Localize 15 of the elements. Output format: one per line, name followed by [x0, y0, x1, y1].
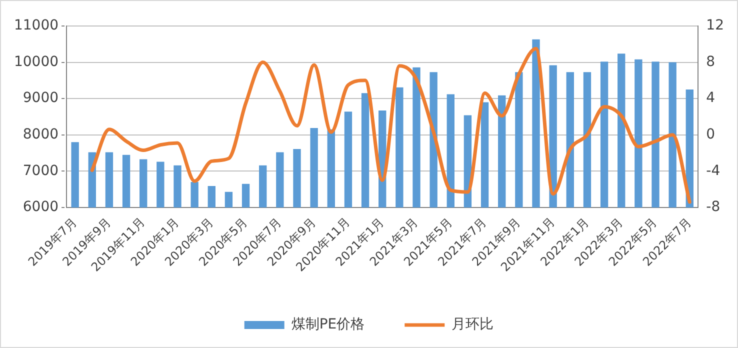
y-tick-label: 11000	[14, 18, 59, 34]
y2-tick-label: 4	[706, 90, 716, 106]
y2-tick-label: -8	[706, 199, 720, 216]
line-series	[90, 46, 692, 204]
y-tick-label: 7000	[22, 162, 59, 179]
y2-tick-label: 8	[706, 54, 716, 70]
y2-tick-label: -4	[706, 162, 720, 179]
y-tick-label: 8000	[22, 126, 59, 143]
y-tick-label: 9000	[22, 90, 59, 106]
y-tick-label: 10000	[14, 54, 59, 70]
legend-label: 煤制PE价格	[291, 316, 365, 333]
legend-label: 月环比	[452, 316, 494, 333]
y2-tick-label: 0	[706, 126, 716, 143]
y-tick-label: 6000	[22, 199, 59, 216]
y2-tick-label: 12	[706, 18, 724, 34]
